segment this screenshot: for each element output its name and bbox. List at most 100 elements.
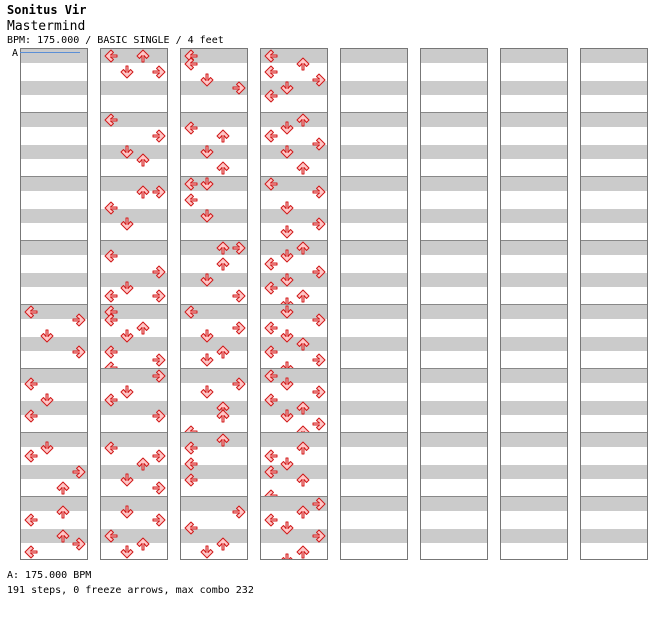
right-arrow-icon [232,81,246,95]
measure-separator [181,176,247,177]
up-arrow-icon [296,241,310,255]
left-arrow-icon [264,369,278,383]
left-arrow-icon [184,441,198,455]
beat-band [341,433,407,447]
down-arrow-icon [280,409,294,423]
beat-band [101,81,167,95]
beat-band [101,497,167,511]
beat-band [421,113,487,127]
left-arrow-icon [24,305,38,319]
measure-separator [581,176,647,177]
up-arrow-icon [296,161,310,175]
beat-band [181,497,247,511]
right-arrow-icon [312,529,326,543]
measure-separator [341,112,407,113]
beat-band [501,145,567,159]
beat-band [581,465,647,479]
measure-separator [101,496,167,497]
beat-band [421,81,487,95]
beat-band [581,81,647,95]
beat-band [181,273,247,287]
beat-band [101,113,167,127]
left-arrow-icon [104,345,118,359]
measure-separator [501,368,567,369]
beat-band [581,433,647,447]
right-arrow-icon [312,265,326,279]
left-arrow-icon [184,177,198,191]
up-arrow-icon [296,441,310,455]
left-arrow-icon [104,113,118,127]
up-arrow-icon [296,289,310,303]
right-arrow-icon [312,217,326,231]
right-arrow-icon [312,353,326,367]
beat-band [181,81,247,95]
right-arrow-icon [152,369,166,383]
up-arrow-icon [136,457,150,471]
up-arrow-icon [136,185,150,199]
beat-band [421,529,487,543]
down-arrow-icon [200,329,214,343]
measure-separator [101,176,167,177]
measure-separator [501,240,567,241]
right-arrow-icon [152,289,166,303]
beat-band [261,465,327,479]
down-arrow-icon [280,329,294,343]
measure-separator [501,496,567,497]
right-arrow-icon [312,313,326,327]
up-arrow-icon [216,537,230,551]
up-arrow-icon [296,473,310,487]
measure-separator [21,240,87,241]
beat-band [501,81,567,95]
right-arrow-icon [312,185,326,199]
down-arrow-icon [40,393,54,407]
up-arrow-icon [296,401,310,415]
left-arrow-icon [104,249,118,263]
down-arrow-icon [40,441,54,455]
measure-separator [101,112,167,113]
beat-band [501,49,567,63]
right-arrow-icon [152,129,166,143]
beat-band [421,337,487,351]
measure-separator [181,496,247,497]
up-arrow-icon [136,537,150,551]
measure-separator [501,112,567,113]
right-arrow-icon [152,65,166,79]
measure-separator [421,368,487,369]
right-arrow-icon [232,505,246,519]
beat-band [501,337,567,351]
beat-band [421,369,487,383]
step-column-5 [340,48,408,560]
right-arrow-icon [152,449,166,463]
beat-band [261,305,327,319]
measure-separator [21,176,87,177]
measure-separator [341,496,407,497]
bpm-change-line [20,52,80,53]
down-arrow-icon [280,145,294,159]
beat-band [581,369,647,383]
beat-band [581,145,647,159]
beat-band [21,401,87,415]
left-arrow-icon [24,409,38,423]
beat-band [21,241,87,255]
down-arrow-icon [280,81,294,95]
left-arrow-icon [264,89,278,103]
beat-band [581,241,647,255]
beat-band [341,337,407,351]
beat-band [581,529,647,543]
right-arrow-icon [312,497,326,511]
beat-band [21,433,87,447]
up-arrow-icon [216,433,230,447]
step-column-7 [500,48,568,560]
left-arrow-icon [24,449,38,463]
beat-band [581,209,647,223]
up-arrow-icon [56,529,70,543]
left-arrow-icon [104,289,118,303]
beat-band [421,305,487,319]
left-arrow-icon [264,281,278,295]
beat-band [341,113,407,127]
down-arrow-icon [200,545,214,559]
beat-band [101,49,167,63]
beat-band [421,401,487,415]
down-arrow-icon [200,353,214,367]
